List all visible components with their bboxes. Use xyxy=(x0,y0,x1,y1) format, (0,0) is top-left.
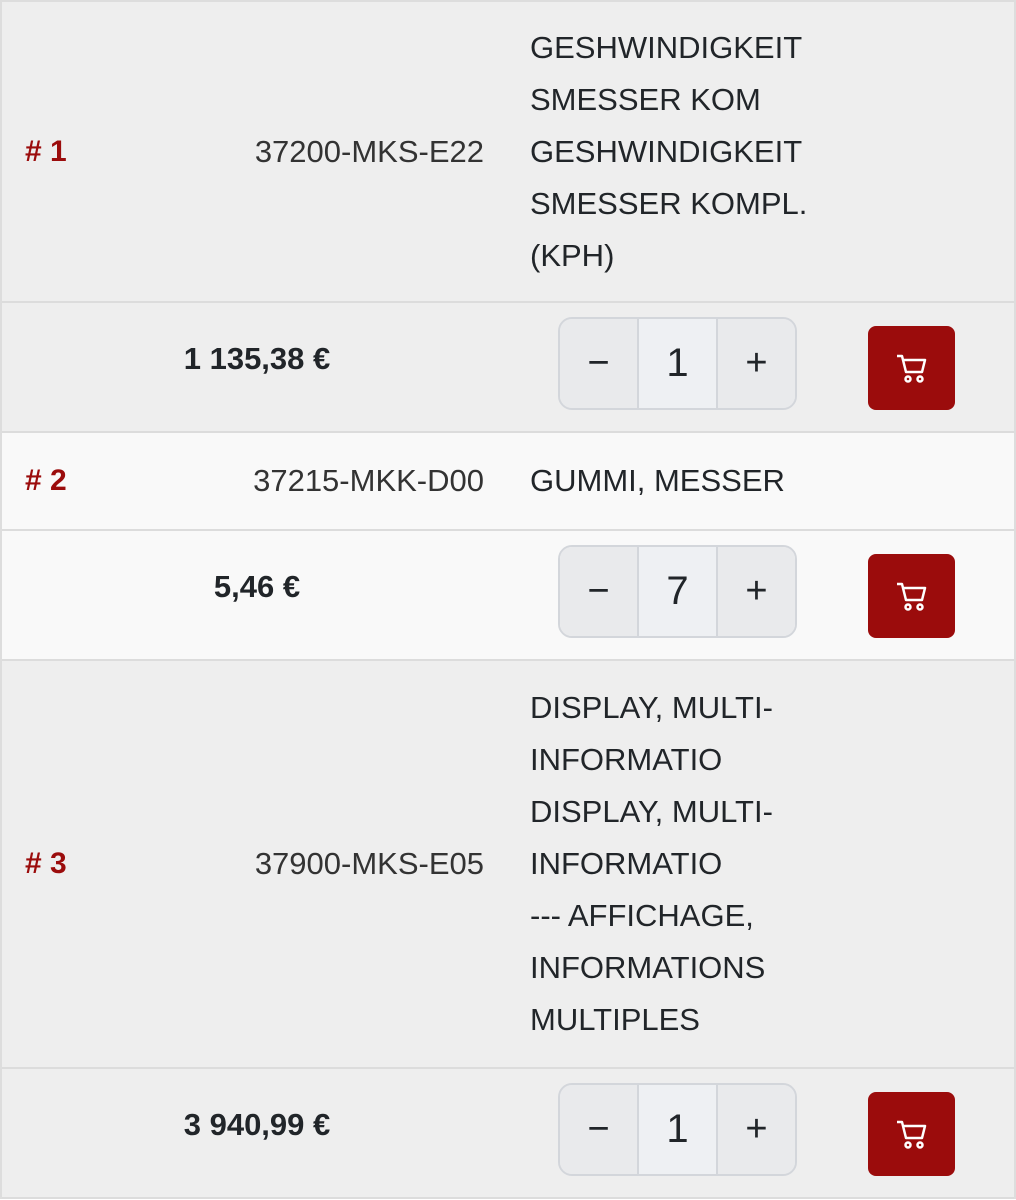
description-line: (KPH) xyxy=(530,237,615,273)
quantity-stepper: − 7 + xyxy=(558,545,797,638)
description-line: INFORMATIO xyxy=(530,742,723,777)
description-line: --- AFFICHAGE, xyxy=(530,898,754,933)
price: 3 940,99 € xyxy=(183,1107,331,1142)
part-actions: 3 940,99 € − 1 + xyxy=(2,1069,1014,1199)
plus-icon[interactable]: + xyxy=(718,319,795,408)
part-row: # 2 37215-MKK-D00 GUMMI, MESSER xyxy=(2,433,1014,531)
part-description: GUMMI, MESSER xyxy=(530,447,850,515)
price: 5,46 € xyxy=(213,569,301,604)
item-index: # 1 xyxy=(25,134,67,168)
minus-icon[interactable]: − xyxy=(560,547,637,636)
part-number: 37900-MKS-E05 xyxy=(254,846,484,881)
minus-icon[interactable]: − xyxy=(560,1085,637,1174)
cart-icon xyxy=(896,582,926,611)
plus-icon[interactable]: + xyxy=(718,1085,795,1174)
add-to-cart-button[interactable] xyxy=(868,1092,955,1176)
description-line: INFORMATIO xyxy=(530,846,723,881)
part-number: 37215-MKK-D00 xyxy=(253,463,484,498)
item-index: # 2 xyxy=(25,464,67,497)
part-description: DISPLAY, MULTI- INFORMATIO DISPLAY, MULTI-… xyxy=(530,674,850,1054)
cart-icon xyxy=(896,1120,926,1149)
quantity-input[interactable]: 1 xyxy=(637,1085,718,1174)
price: 1 135,38 € xyxy=(183,341,331,376)
add-to-cart-button[interactable] xyxy=(868,554,955,638)
part-actions: 1 135,38 € − 1 + xyxy=(2,303,1014,433)
item-index: # 3 xyxy=(25,847,67,880)
description-line: GESHWINDIGKEIT xyxy=(530,133,803,169)
quantity-stepper: − 1 + xyxy=(558,317,797,410)
description-line: GESHWINDIGKEIT xyxy=(530,29,803,65)
part-description: GESHWINDIGKEIT SMESSER KOM GESHWINDIGKEIT S… xyxy=(530,14,850,290)
description-line: INFORMATIONS xyxy=(530,950,766,985)
quantity-stepper: − 1 + xyxy=(558,1083,797,1176)
description-line: DISPLAY, MULTI- xyxy=(530,690,773,725)
description-line: MULTIPLES xyxy=(530,1002,700,1037)
description-line: DISPLAY, MULTI- xyxy=(530,794,773,829)
description-line: SMESSER KOM xyxy=(530,81,761,117)
plus-icon[interactable]: + xyxy=(718,547,795,636)
quantity-input[interactable]: 1 xyxy=(637,319,718,408)
description-line: GUMMI, MESSER xyxy=(530,463,785,498)
quantity-input[interactable]: 7 xyxy=(637,547,718,636)
description-line: SMESSER KOMPL. xyxy=(530,185,808,221)
cart-icon xyxy=(896,354,926,383)
minus-icon[interactable]: − xyxy=(560,319,637,408)
add-to-cart-button[interactable] xyxy=(868,326,955,410)
part-number: 37200-MKS-E22 xyxy=(254,133,484,169)
part-row: # 1 37200-MKS-E22 GESHWINDIGKEIT SMESSER … xyxy=(2,2,1014,303)
part-actions: 5,46 € − 7 + xyxy=(2,531,1014,661)
part-row: # 3 37900-MKS-E05 DISPLAY, MULTI- INFORMA… xyxy=(2,661,1014,1069)
